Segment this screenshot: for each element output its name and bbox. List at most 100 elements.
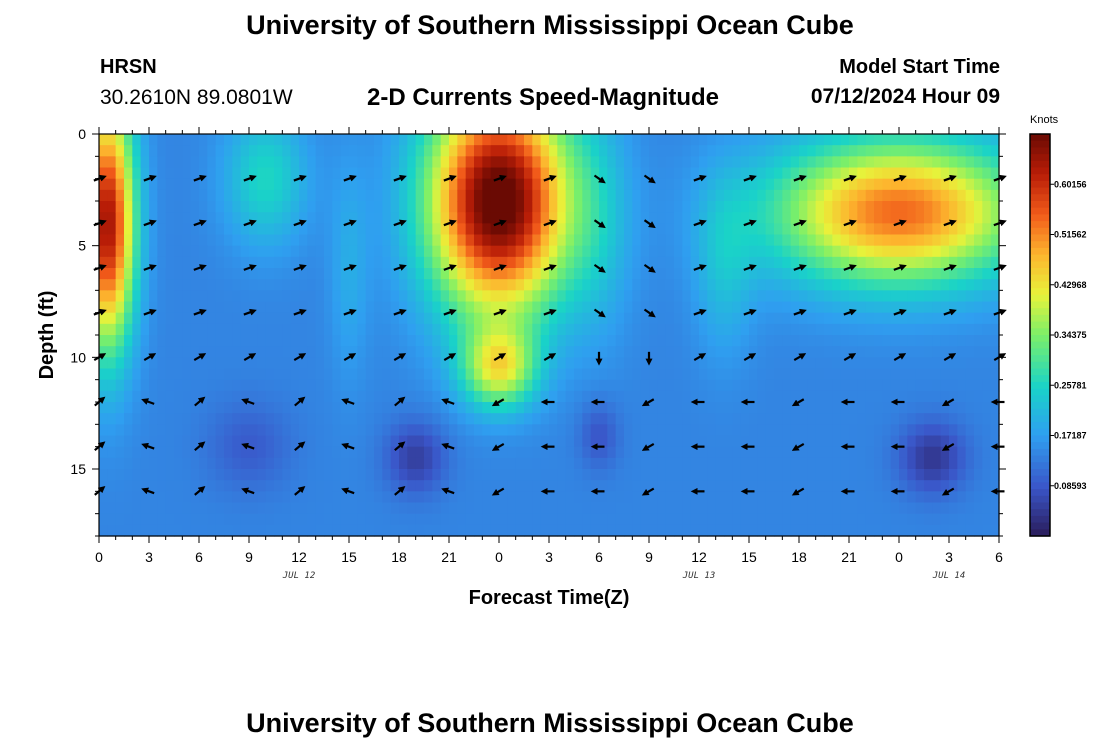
heat-cell	[907, 234, 917, 247]
heat-cell	[424, 402, 433, 414]
heat-cell	[740, 457, 750, 470]
heat-cell	[974, 469, 983, 481]
heat-cell	[582, 201, 592, 213]
heat-cell	[582, 424, 592, 437]
heat-cell	[382, 268, 392, 280]
heat-cell	[840, 279, 850, 291]
heat-cell	[107, 424, 117, 437]
heat-cell	[557, 134, 567, 146]
heat-cell	[657, 513, 667, 526]
heat-cell	[715, 156, 725, 169]
heat-cell	[574, 390, 583, 403]
heat-cell	[749, 312, 758, 325]
heat-cell	[265, 446, 275, 459]
heat-cell	[149, 256, 158, 269]
heat-cell	[349, 368, 358, 381]
heat-cell	[915, 167, 925, 180]
heat-cell	[615, 167, 625, 180]
heat-cell	[374, 145, 383, 157]
heat-cell	[757, 212, 767, 224]
colorbar-segment	[1030, 241, 1050, 249]
heat-cell	[132, 469, 142, 481]
heat-cell	[499, 491, 508, 504]
heat-cell	[707, 301, 717, 314]
heat-cell	[532, 435, 542, 448]
colorbar-segment	[1030, 227, 1050, 236]
heat-cell	[590, 201, 600, 213]
heat-cell	[215, 212, 225, 224]
heat-cell	[740, 390, 750, 403]
heat-cell	[790, 413, 800, 425]
heat-cell	[115, 524, 125, 537]
heat-cell	[965, 279, 975, 291]
heat-cell	[165, 178, 175, 191]
heat-cell	[299, 524, 308, 537]
heat-cell	[849, 368, 858, 381]
heat-cell	[365, 268, 375, 280]
heat-cell	[715, 357, 725, 370]
heat-cell	[99, 223, 108, 236]
heat-cell	[599, 379, 608, 392]
heat-cell	[257, 457, 267, 470]
heat-cell	[724, 357, 733, 370]
heat-cell	[132, 245, 142, 258]
heat-cell	[524, 312, 533, 325]
heat-cell	[957, 368, 967, 381]
heat-cell	[682, 134, 692, 146]
heat-cell	[565, 346, 575, 358]
heat-cell	[849, 513, 858, 526]
heat-cell	[849, 279, 858, 291]
heat-cell	[790, 402, 800, 414]
heat-cell	[924, 513, 933, 526]
heat-cell	[765, 513, 775, 526]
heat-cell	[765, 457, 775, 470]
heat-cell	[199, 134, 208, 146]
heat-cell	[174, 346, 183, 358]
heat-cell	[657, 290, 667, 303]
heat-cell	[882, 323, 892, 336]
heat-cell	[649, 480, 658, 492]
heat-cell	[732, 201, 742, 213]
heat-cell	[557, 402, 567, 414]
heat-cell	[974, 279, 983, 291]
heat-cell	[315, 390, 325, 403]
heat-cell	[582, 189, 592, 202]
heat-cell	[149, 502, 158, 515]
heat-cell	[390, 189, 400, 202]
heat-cell	[124, 335, 133, 347]
heat-cell	[257, 402, 267, 414]
heat-cell	[165, 201, 175, 213]
heat-cell	[449, 312, 458, 325]
heat-cell	[782, 323, 792, 336]
heat-cell	[874, 279, 883, 291]
heat-cell	[957, 323, 967, 336]
heat-cell	[174, 469, 183, 481]
heat-cell	[99, 335, 108, 347]
heat-cell	[557, 167, 567, 180]
heat-cell	[290, 524, 300, 537]
heat-cell	[765, 368, 775, 381]
heat-cell	[832, 178, 842, 191]
heat-cell	[140, 424, 150, 437]
heat-cell	[690, 435, 700, 448]
heat-cell	[432, 134, 442, 146]
heat-cell	[907, 189, 917, 202]
heat-cell	[265, 212, 275, 224]
heat-cell	[449, 335, 458, 347]
heat-cell	[857, 491, 867, 504]
heat-cell	[890, 424, 900, 437]
heat-cell	[874, 290, 883, 303]
heat-cell	[324, 390, 333, 403]
heat-cell	[465, 457, 475, 470]
heat-cell	[740, 446, 750, 459]
heat-cell	[215, 446, 225, 459]
heat-cell	[757, 379, 767, 392]
heat-cell	[265, 201, 275, 213]
heat-cell	[924, 357, 933, 370]
heat-cell	[782, 346, 792, 358]
heat-cell	[274, 480, 283, 492]
heat-cell	[865, 335, 875, 347]
heat-cell	[874, 134, 883, 146]
heat-cell	[374, 435, 383, 448]
heat-cell	[149, 513, 158, 526]
